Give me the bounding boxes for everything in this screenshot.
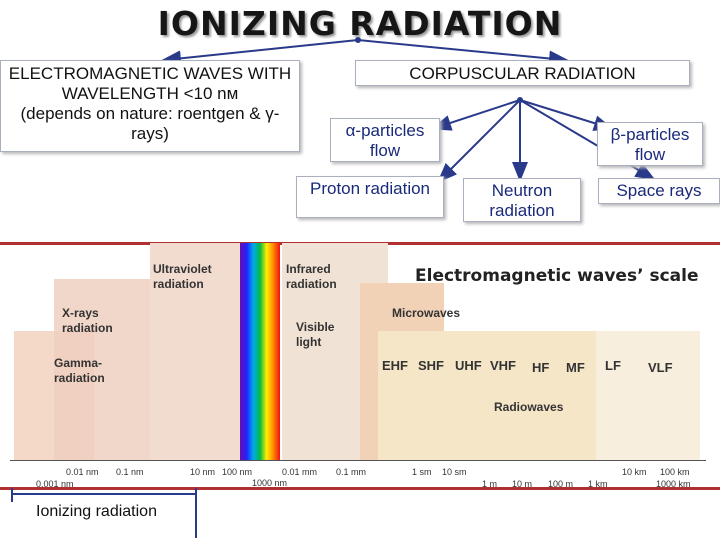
band-vhf: VHF xyxy=(490,358,516,373)
band-mf: MF xyxy=(566,360,585,375)
em-waves-line3: (depends on nature: roentgen & γ- xyxy=(20,104,280,123)
infrared-line2: radiation xyxy=(286,277,337,291)
band-hf: HF xyxy=(532,360,550,375)
tick-label: 0.1 mm xyxy=(336,467,367,477)
tick-label: 10 km xyxy=(622,467,647,477)
beta-line1: β-particles xyxy=(610,125,690,144)
tick-label: 0.01 mm xyxy=(282,467,318,477)
em-waves-line1: ELECTROMAGNETIC WAVES WITH xyxy=(8,64,292,83)
radio-high-range xyxy=(378,331,600,461)
infrared-line1: Infrared xyxy=(286,262,331,276)
em-waves-line4: rays) xyxy=(131,124,169,143)
band-vlf: VLF xyxy=(648,360,673,375)
gamma-line2: radiation xyxy=(54,371,105,385)
tick-label: 1 sm xyxy=(412,467,432,477)
microwaves-label: Microwaves xyxy=(392,306,461,320)
arrow-to-beta xyxy=(519,99,614,131)
visible-line2: light xyxy=(296,335,322,349)
em-waves-box: ELECTROMAGNETIC WAVES WITH WAVELENGTH <1… xyxy=(0,60,300,152)
gamma-line1: Gamma- xyxy=(54,356,103,370)
tick-label: 1 m xyxy=(482,479,498,489)
ultraviolet-label: Ultraviolet radiation xyxy=(153,262,212,292)
page-title: IONIZING RADIATION xyxy=(157,4,563,43)
em-scale-figure xyxy=(0,242,720,490)
uv-range xyxy=(150,243,240,461)
gamma-label: Gamma- radiation xyxy=(54,356,105,386)
tick-label: 10 m xyxy=(512,479,533,489)
ultraviolet-line2: radiation xyxy=(153,277,204,291)
tick-label: 10 nm xyxy=(190,467,216,477)
arrow-to-em-waves xyxy=(161,39,359,67)
tick-label: 100 nm xyxy=(222,467,253,477)
xrays-line2: radiation xyxy=(62,321,113,335)
corpuscular-box: CORPUSCULAR RADIATION xyxy=(355,60,690,86)
tick-label: 100 km xyxy=(660,467,690,477)
radio-low-range xyxy=(596,331,700,461)
space-rays-label: Space rays xyxy=(616,181,702,200)
em-waves-line2: WAVELENGTH <10 nм xyxy=(61,84,239,103)
proton-label: Proton radiation xyxy=(309,179,431,198)
tick-label: 0.01 nm xyxy=(66,467,99,477)
arrow-to-alpha xyxy=(431,99,521,131)
tick-label: 0.1 nm xyxy=(116,467,144,477)
tick-label: 10 sm xyxy=(442,467,467,477)
wavelength-axis xyxy=(10,460,706,461)
ultraviolet-line1: Ultraviolet xyxy=(153,262,212,276)
tick-label: 0.001 nm xyxy=(36,479,74,489)
xrays-line1: X-rays xyxy=(62,306,99,320)
neutron-line1: Neutron xyxy=(491,181,553,200)
scale-title: Electromagnetic waves’ scale xyxy=(415,266,699,286)
visible-line1: Visible xyxy=(296,320,335,334)
xray-range xyxy=(54,279,150,461)
beta-box: β-particles flow xyxy=(597,122,703,166)
beta-line2: flow xyxy=(634,145,666,164)
arrow-to-proton xyxy=(437,99,521,183)
neutron-line2: radiation xyxy=(489,201,555,220)
neutron-box: Neutron radiation xyxy=(463,178,581,222)
band-shf: SHF xyxy=(418,358,444,373)
corpuscular-label: CORPUSCULAR RADIATION xyxy=(409,64,636,83)
xrays-label: X-rays radiation xyxy=(62,306,113,336)
tick-label: 1 km xyxy=(588,479,608,489)
ionizing-radiation-label: Ionizing radiation xyxy=(36,503,157,520)
ionizing-bracket xyxy=(11,488,197,538)
band-uhf: UHF xyxy=(455,358,482,373)
alpha-line1: α-particles xyxy=(345,121,425,140)
visible-light-label: Visible light xyxy=(296,320,334,350)
tick-label: 1000 nm xyxy=(252,478,288,488)
proton-box: Proton radiation xyxy=(296,176,444,218)
space-rays-box: Space rays xyxy=(598,178,720,204)
tick-label: 100 m xyxy=(548,479,574,489)
visible-spectrum-strip xyxy=(240,243,280,461)
alpha-box: α-particles flow xyxy=(330,118,440,162)
alpha-line2: flow xyxy=(369,141,401,160)
radiowaves-label: Radiowaves xyxy=(494,400,564,414)
tick-label: 1000 km xyxy=(656,479,691,489)
band-lf: LF xyxy=(605,358,621,373)
arrow-to-corpuscular xyxy=(357,39,569,67)
infrared-label: Infrared radiation xyxy=(286,262,337,292)
band-ehf: EHF xyxy=(382,358,408,373)
